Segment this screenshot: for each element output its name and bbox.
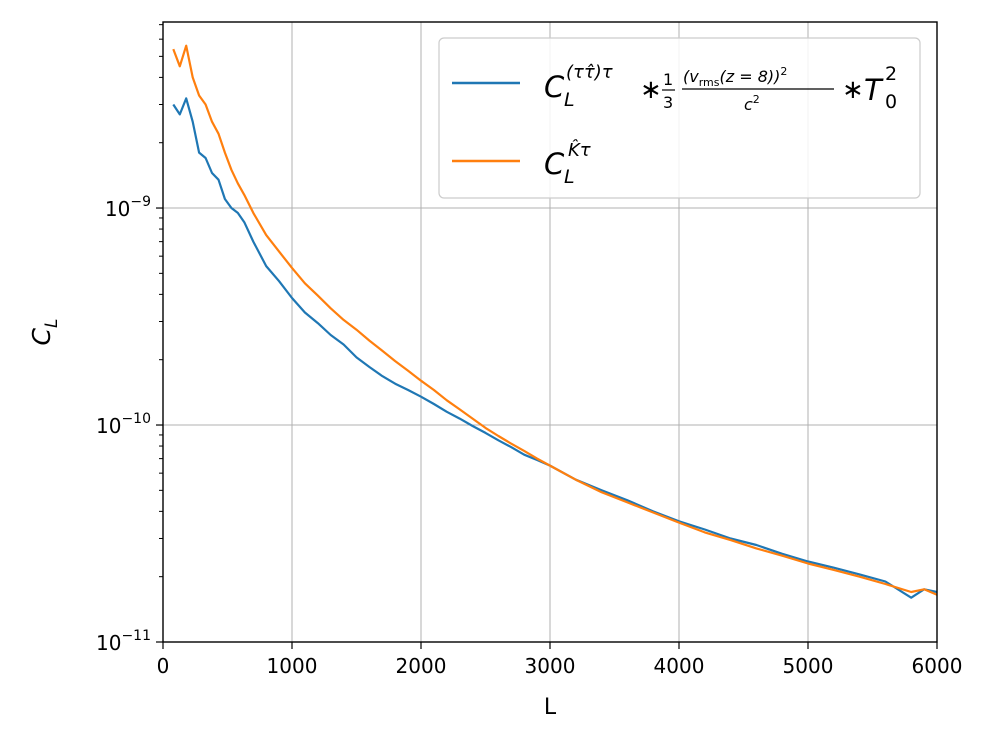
- x-tick-label: 1000: [267, 654, 318, 678]
- svg-text:0: 0: [885, 91, 897, 113]
- svg-text:L: L: [564, 89, 575, 111]
- y-tick-label: 10−10: [96, 411, 151, 438]
- svg-text:2: 2: [885, 63, 897, 85]
- svg-text:∗: ∗: [640, 75, 662, 105]
- svg-text:L: L: [564, 166, 575, 188]
- x-tick-label: 2000: [396, 654, 447, 678]
- svg-text:3: 3: [663, 93, 673, 112]
- x-tick-label: 3000: [525, 654, 576, 678]
- svg-text:T: T: [864, 73, 884, 107]
- y-tick-label: 10−9: [105, 194, 151, 221]
- svg-text:C: C: [544, 70, 565, 104]
- legend-label-series-1: C L (ττ̂)τ ∗ 1 3 (vrms(z = 8))2 c2 ∗ T 0…: [544, 62, 897, 114]
- x-tick-label: 5000: [783, 654, 834, 678]
- svg-text:∗: ∗: [842, 75, 864, 105]
- legend: C L (ττ̂)τ ∗ 1 3 (vrms(z = 8))2 c2 ∗ T 0…: [438, 37, 921, 199]
- svg-text:C: C: [544, 147, 565, 181]
- x-axis-label: L: [544, 695, 557, 720]
- x-tick-label: 0: [157, 654, 170, 678]
- svg-text:(vrms(z = 8))2: (vrms(z = 8))2: [683, 65, 787, 89]
- x-tick-label: 6000: [912, 654, 963, 678]
- svg-text:1: 1: [663, 70, 673, 89]
- x-tick-label: 4000: [654, 654, 705, 678]
- series-line-2: [172, 44, 938, 596]
- svg-text:CL: CL: [27, 319, 62, 346]
- legend-box: [438, 37, 921, 199]
- legend-label-series-2: C L K̂τ: [544, 140, 591, 188]
- series-layer: [172, 44, 938, 599]
- series-line-1: [172, 97, 938, 599]
- axis-ticks: 0 1000 2000 3000 4000 5000 6000 10−11 10−10 10−9: [96, 24, 963, 678]
- svg-text:K̂τ: K̂τ: [568, 140, 591, 161]
- y-tick-label: 10−11: [96, 628, 151, 655]
- y-axis-label: CL: [27, 319, 62, 346]
- svg-text:(ττ̂)τ: (ττ̂)τ: [566, 62, 613, 83]
